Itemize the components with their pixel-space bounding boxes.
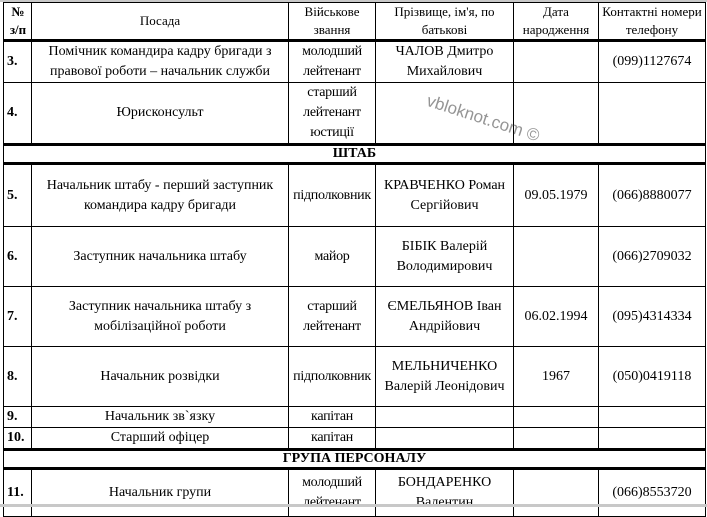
- section-row: ШТАБ: [3, 143, 706, 165]
- name-cell: ЧАЛОВ Дмитро Михайлович: [375, 40, 514, 83]
- table-row: 7. Заступник начальника штабу з мобілізац…: [3, 286, 706, 347]
- section-row: ГРУПА ПЕРСОНАЛУ: [3, 448, 706, 470]
- row-number: 9.: [3, 406, 32, 428]
- name-cell: [375, 427, 514, 450]
- table-row: 6. Заступник начальника штабу майор БІБІК В…: [3, 226, 706, 287]
- table-header-row: № з/п Посада Військове звання Прізвище, …: [3, 2, 706, 42]
- name-cell: БІБІК Валерій Володимирович: [375, 226, 514, 287]
- header-rank: Військове звання: [288, 2, 376, 42]
- rank-cell: старший лейтенант: [288, 286, 376, 347]
- rank-cell: підполковник: [288, 163, 376, 227]
- position-cell: Старший офіцер: [31, 427, 289, 450]
- position-cell: Юрисконсульт: [31, 82, 289, 145]
- row-number: 6.: [3, 226, 32, 287]
- dob-cell: 09.05.1979: [513, 163, 599, 227]
- phone-cell: [598, 406, 706, 428]
- rank-cell: молодший лейтенант: [288, 40, 376, 83]
- bottom-edge: [0, 504, 707, 507]
- phone-cell: (095)4314334: [598, 286, 706, 347]
- header-phone: Контактні номери телефону: [598, 2, 706, 42]
- position-cell: Заступник начальника штабу: [31, 226, 289, 287]
- position-cell: Начальник групи: [31, 468, 289, 517]
- rank-cell: молодший лейтенант: [288, 468, 376, 517]
- dob-cell: [513, 468, 599, 517]
- name-cell: [375, 406, 514, 428]
- position-cell: Помічник командира кадру бригади з право…: [31, 40, 289, 83]
- phone-cell: (066)2709032: [598, 226, 706, 287]
- rank-cell: капітан: [288, 427, 376, 450]
- dob-cell: [513, 82, 599, 145]
- section-title: ГРУПА ПЕРСОНАЛУ: [3, 448, 706, 470]
- phone-cell: (099)1127674: [598, 40, 706, 83]
- name-cell: МЕЛЬНИЧЕНКО Валерій Леонідович: [375, 346, 514, 407]
- table-row: 10. Старший офіцер капітан: [3, 427, 706, 450]
- table-row: 9. Начальник зв`язку капітан: [3, 406, 706, 428]
- header-name: Прізвище, ім'я, по батькові: [375, 2, 514, 42]
- position-cell: Начальник штабу - перший заступник коман…: [31, 163, 289, 227]
- dob-cell: 06.02.1994: [513, 286, 599, 347]
- phone-cell: (066)8553720: [598, 468, 706, 517]
- header-dob: Дата народження: [513, 2, 599, 42]
- name-cell: КРАВЧЕНКО Роман Сергійович: [375, 163, 514, 227]
- row-number: 10.: [3, 427, 32, 450]
- dob-cell: 1967: [513, 346, 599, 407]
- dob-cell: [513, 226, 599, 287]
- dob-cell: [513, 40, 599, 83]
- row-number: 11.: [3, 468, 32, 517]
- phone-cell: [598, 427, 706, 450]
- name-cell: БОНДАРЕНКО Валентин: [375, 468, 514, 517]
- dob-cell: [513, 406, 599, 428]
- name-cell: ЄМЕЛЬЯНОВ Іван Андрійович: [375, 286, 514, 347]
- header-num: № з/п: [3, 2, 32, 42]
- table-row: 11. Начальник групи молодший лейтенант БОНД…: [3, 468, 706, 517]
- table-row: 5. Начальник штабу - перший заступник ком…: [3, 163, 706, 227]
- staff-table: № з/п Посада Військове звання Прізвище, …: [3, 2, 706, 517]
- rank-cell: капітан: [288, 406, 376, 428]
- top-edge: [0, 0, 707, 2]
- position-cell: Начальник зв`язку: [31, 406, 289, 428]
- rank-cell: старший лейтенант юстиції: [288, 82, 376, 145]
- phone-cell: [598, 82, 706, 145]
- phone-cell: (066)8880077: [598, 163, 706, 227]
- position-cell: Заступник начальника штабу з мобілізацій…: [31, 286, 289, 347]
- table-row: 8. Начальник розвідки підполковник МЕЛЬНИЧЕ…: [3, 346, 706, 407]
- header-position: Посада: [31, 2, 289, 42]
- name-cell: [375, 82, 514, 145]
- table-row: 4. Юрисконсульт старший лейтенант юстиції: [3, 82, 706, 145]
- rank-cell: майор: [288, 226, 376, 287]
- row-number: 4.: [3, 82, 32, 145]
- section-title: ШТАБ: [3, 143, 706, 165]
- row-number: 8.: [3, 346, 32, 407]
- row-number: 5.: [3, 163, 32, 227]
- dob-cell: [513, 427, 599, 450]
- phone-cell: (050)0419118: [598, 346, 706, 407]
- position-cell: Начальник розвідки: [31, 346, 289, 407]
- row-number: 7.: [3, 286, 32, 347]
- rank-cell: підполковник: [288, 346, 376, 407]
- row-number: 3.: [3, 40, 32, 83]
- table-row: 3. Помічник командира кадру бригади з пра…: [3, 40, 706, 83]
